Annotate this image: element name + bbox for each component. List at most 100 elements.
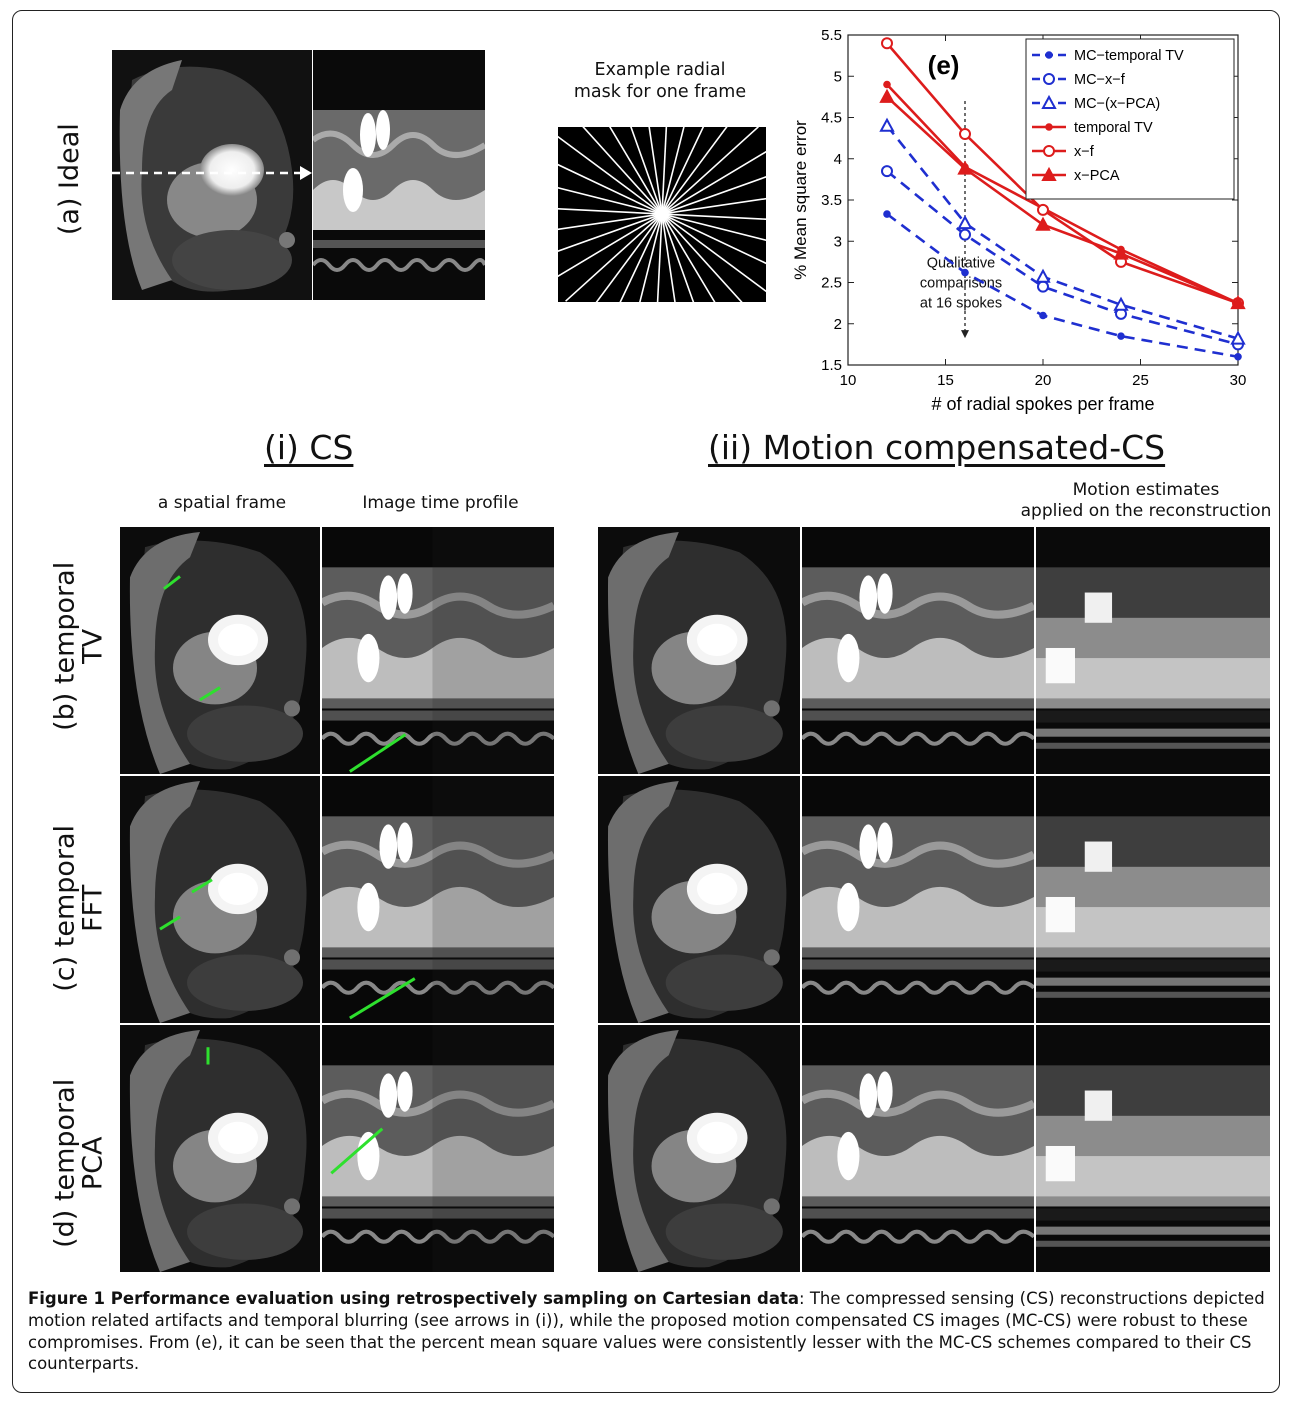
data-point bbox=[1045, 123, 1053, 131]
motion-estimates-image bbox=[1036, 527, 1270, 774]
x-tick-label: 25 bbox=[1132, 372, 1149, 389]
legend-entry: MC−x−f bbox=[1074, 72, 1126, 88]
data-point bbox=[1045, 51, 1053, 59]
chart-panel-label: (e) bbox=[928, 50, 960, 80]
caption-title: Figure 1 Performance evaluation using re… bbox=[28, 1289, 800, 1308]
x-tick-label: 10 bbox=[840, 372, 857, 389]
y-tick-label: 4.5 bbox=[821, 110, 842, 127]
series-MC−temporal TV bbox=[883, 210, 1242, 361]
cs-time-profile-image bbox=[322, 527, 554, 774]
green-arrow-icon bbox=[322, 776, 554, 1023]
column-label-time-profile: Image time profile bbox=[362, 493, 519, 513]
cs-spatial-frame-image bbox=[120, 1025, 320, 1272]
motion-estimates-image bbox=[1036, 1025, 1270, 1272]
cs-time-profile-image bbox=[322, 1025, 554, 1272]
data-point bbox=[1035, 216, 1051, 231]
radial-mask-image bbox=[558, 127, 766, 302]
figure-frame bbox=[12, 10, 1280, 1393]
cs-time-profile-image bbox=[322, 776, 554, 1023]
data-point bbox=[1043, 145, 1055, 157]
legend-entry: temporal TV bbox=[1074, 120, 1153, 136]
green-arrow-icon bbox=[322, 1025, 554, 1272]
data-point bbox=[1037, 280, 1049, 293]
row-label-temporal-tv: (b) temporal TV bbox=[49, 561, 109, 731]
y-tick-label: 3.5 bbox=[821, 192, 842, 209]
legend-entry: MC−temporal TV bbox=[1074, 48, 1184, 64]
section-header-cs: (i) CS bbox=[264, 428, 354, 467]
mask-spoke bbox=[558, 197, 766, 231]
row-label-ideal: (a) Ideal bbox=[53, 123, 85, 236]
data-point bbox=[957, 160, 973, 175]
column-label-motion-estimates: Motion estimates applied on the reconstr… bbox=[1020, 480, 1272, 522]
data-point bbox=[883, 210, 891, 218]
data-point bbox=[1230, 295, 1246, 310]
ideal-spatial-frame-image bbox=[112, 50, 312, 300]
y-tick-label: 5 bbox=[834, 68, 842, 85]
data-point bbox=[957, 215, 973, 230]
data-point bbox=[1041, 94, 1057, 109]
y-tick-label: 1.5 bbox=[821, 357, 842, 374]
y-axis-label: % Mean square error bbox=[791, 120, 810, 280]
green-arrow-icon bbox=[120, 776, 320, 1023]
mccs-time-profile-image bbox=[802, 1025, 1034, 1272]
data-point bbox=[961, 268, 969, 277]
data-point bbox=[881, 165, 893, 178]
data-point bbox=[879, 88, 895, 103]
motion-estimates-image bbox=[1036, 776, 1270, 1023]
mccs-image-grid bbox=[598, 527, 1278, 1274]
section-header-mccs: (ii) Motion compensated-CS bbox=[708, 428, 1166, 467]
annotation-line: Qualitative bbox=[927, 256, 996, 272]
x-tick-label: 30 bbox=[1230, 372, 1247, 389]
data-point bbox=[1113, 245, 1129, 260]
x-axis-label: # of radial spokes per frame bbox=[931, 394, 1154, 414]
green-arrow-icon bbox=[120, 776, 320, 1023]
data-point bbox=[1037, 203, 1049, 216]
ideal-time-profile-image bbox=[313, 50, 485, 300]
annotation-line: at 16 spokes bbox=[920, 296, 1002, 312]
mccs-spatial-frame-image bbox=[598, 527, 800, 774]
green-arrow-icon bbox=[120, 1025, 320, 1272]
y-tick-label: 3 bbox=[834, 233, 842, 250]
y-tick-label: 2.5 bbox=[821, 275, 842, 292]
legend-box bbox=[1025, 38, 1235, 200]
figure-caption: Figure 1 Performance evaluation using re… bbox=[28, 1288, 1268, 1375]
cs-image-grid bbox=[120, 527, 554, 1274]
green-arrow-icon bbox=[120, 527, 320, 774]
data-point bbox=[1039, 311, 1047, 320]
row-label-temporal-pca: (d) temporal PCA bbox=[49, 1078, 109, 1248]
data-point bbox=[1113, 296, 1129, 311]
data-point bbox=[881, 37, 893, 50]
annotation-line: comparisons bbox=[920, 276, 1002, 292]
cs-spatial-frame-image bbox=[120, 776, 320, 1023]
data-point bbox=[1035, 268, 1051, 283]
series-MC−(x−PCA) bbox=[879, 117, 1246, 345]
data-point bbox=[1043, 73, 1055, 85]
data-point bbox=[959, 128, 971, 140]
data-point bbox=[1234, 352, 1242, 361]
row-label-temporal-fft: (c) temporal FFT bbox=[49, 824, 109, 992]
cs-spatial-frame-image bbox=[120, 527, 320, 774]
data-point bbox=[959, 228, 971, 241]
series-x−PCA bbox=[879, 88, 1246, 310]
mask-title: Example radial mask for one frame bbox=[573, 60, 747, 102]
x-tick-label: 15 bbox=[937, 372, 954, 389]
mccs-spatial-frame-image bbox=[598, 776, 800, 1023]
mccs-time-profile-image bbox=[802, 527, 1034, 774]
data-point bbox=[1230, 330, 1246, 345]
annotation-arrowhead bbox=[961, 330, 969, 339]
data-point bbox=[1117, 332, 1125, 340]
legend-entry: x−f bbox=[1074, 144, 1095, 160]
legend-entry: x−PCA bbox=[1074, 168, 1120, 184]
data-point bbox=[879, 117, 895, 132]
data-point bbox=[1041, 166, 1057, 181]
chart-e: 10 15 20 25 30 1.5 2 2.5 3 3.5 4 4.5 5 5.5 # of radial… bbox=[778, 20, 1256, 420]
green-arrow-icon bbox=[120, 527, 320, 774]
mccs-time-profile-image bbox=[802, 776, 1034, 1023]
green-arrow-icon bbox=[322, 527, 554, 774]
mccs-spatial-frame-image bbox=[598, 1025, 800, 1272]
data-point bbox=[883, 80, 891, 89]
y-tick-label: 2 bbox=[834, 316, 842, 333]
x-tick-label: 20 bbox=[1035, 372, 1052, 389]
legend-entry: MC−(x−PCA) bbox=[1074, 96, 1160, 112]
y-tick-label: 5.5 bbox=[821, 27, 842, 44]
